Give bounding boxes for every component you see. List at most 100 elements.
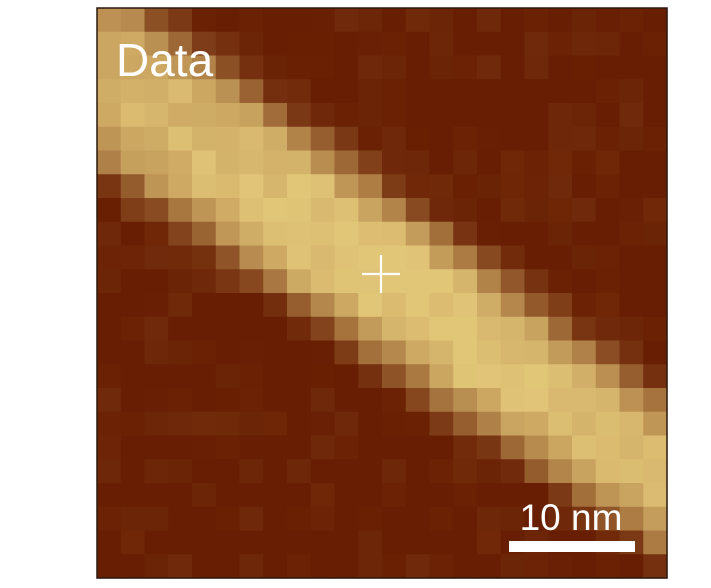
pixel xyxy=(572,126,597,152)
pixel xyxy=(548,150,573,175)
pixel xyxy=(120,150,146,175)
pixel xyxy=(287,316,312,342)
pixel xyxy=(619,79,644,104)
pixel xyxy=(453,411,478,437)
pixel xyxy=(572,506,597,532)
pixel xyxy=(168,506,193,532)
pixel xyxy=(643,8,668,33)
pixel xyxy=(524,8,549,33)
pixel xyxy=(524,221,549,247)
pixel xyxy=(524,174,549,199)
pixel xyxy=(382,8,407,33)
pixel xyxy=(120,411,146,437)
pixel xyxy=(405,435,431,460)
pixel xyxy=(619,411,644,437)
pixel xyxy=(334,411,359,437)
pixel xyxy=(239,435,264,460)
pixel xyxy=(453,459,478,484)
pixel xyxy=(429,388,454,413)
pixel xyxy=(97,174,122,199)
pixel xyxy=(595,103,621,128)
pixel xyxy=(643,364,668,389)
pixel xyxy=(287,506,312,532)
pixel xyxy=(405,316,431,342)
pixel xyxy=(572,483,597,508)
pixel xyxy=(97,126,122,152)
pixel xyxy=(572,174,597,199)
pixel xyxy=(524,126,549,152)
pixel xyxy=(215,198,241,223)
pixel xyxy=(477,221,502,247)
pixel xyxy=(405,8,431,33)
pixel xyxy=(405,126,431,152)
pixel xyxy=(572,8,597,33)
pixel xyxy=(168,150,193,175)
pixel xyxy=(619,459,644,484)
pixel xyxy=(548,554,573,579)
pixel xyxy=(572,31,597,57)
pixel xyxy=(97,79,122,104)
pixel xyxy=(168,483,193,508)
pixel xyxy=(263,126,288,152)
pixel xyxy=(524,103,549,128)
pixel xyxy=(453,435,478,460)
pixel xyxy=(548,459,573,484)
pixel xyxy=(168,530,193,555)
pixel xyxy=(429,221,454,247)
pixel xyxy=(192,530,217,555)
pixel xyxy=(310,8,336,33)
pixel xyxy=(97,340,122,365)
pixel xyxy=(120,103,146,128)
pixel xyxy=(595,198,621,223)
pixel xyxy=(405,340,431,365)
pixel xyxy=(500,483,526,508)
pixel xyxy=(287,8,312,33)
pixel xyxy=(500,388,526,413)
pixel xyxy=(144,530,169,555)
pixel xyxy=(358,245,383,270)
pixel xyxy=(500,245,526,270)
pixel xyxy=(97,221,122,247)
pixel xyxy=(643,245,668,270)
pixel xyxy=(477,506,502,532)
pixel xyxy=(310,103,336,128)
pixel xyxy=(453,293,478,318)
pixel xyxy=(287,55,312,80)
pixel xyxy=(192,435,217,460)
pixel xyxy=(382,554,407,579)
pixel xyxy=(287,221,312,247)
pixel xyxy=(239,459,264,484)
pixel xyxy=(239,8,264,33)
pixel xyxy=(192,150,217,175)
pixel xyxy=(192,388,217,413)
pixel xyxy=(120,388,146,413)
pixel xyxy=(477,8,502,33)
center-crosshair xyxy=(362,255,400,293)
pixel xyxy=(500,198,526,223)
pixel xyxy=(168,269,193,294)
pixel xyxy=(168,364,193,389)
pixel xyxy=(120,79,146,104)
pixel xyxy=(548,316,573,342)
pixel xyxy=(453,103,478,128)
pixel xyxy=(524,316,549,342)
pixel xyxy=(500,31,526,57)
pixel xyxy=(548,103,573,128)
pixel xyxy=(500,150,526,175)
pixel xyxy=(477,103,502,128)
pixel xyxy=(239,340,264,365)
pixel xyxy=(263,483,288,508)
pixel xyxy=(97,316,122,342)
pixel xyxy=(382,103,407,128)
pixel xyxy=(453,269,478,294)
pixel xyxy=(215,506,241,532)
pixel xyxy=(548,55,573,80)
pixel xyxy=(358,459,383,484)
pixel xyxy=(310,364,336,389)
pixel xyxy=(595,340,621,365)
pixel xyxy=(429,245,454,270)
pixel xyxy=(500,316,526,342)
pixel xyxy=(643,388,668,413)
pixel xyxy=(287,435,312,460)
pixel xyxy=(144,55,169,80)
